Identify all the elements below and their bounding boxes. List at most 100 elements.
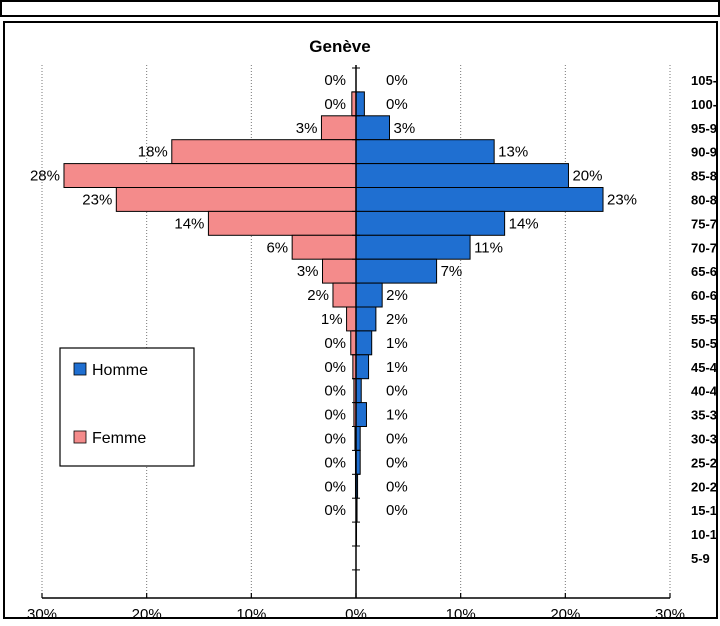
data-label-femme-13: 0% — [324, 383, 346, 400]
data-label-homme-7: 11% — [474, 239, 503, 256]
x-tick-label-4: 10% — [446, 606, 476, 621]
bar-homme-14 — [355, 402, 367, 428]
data-label-femme-15: 0% — [324, 430, 346, 447]
x-tick-label-3: 0% — [345, 606, 367, 621]
bar-femme-7 — [291, 234, 357, 260]
bar-homme-6 — [355, 210, 506, 236]
chart-title: Genève — [309, 37, 370, 56]
data-label-femme-0: 0% — [324, 72, 346, 89]
data-label-homme-5: 23% — [607, 191, 637, 208]
bar-femme-3 — [171, 139, 357, 165]
category-label-7: 70-7 — [691, 240, 717, 255]
x-tick-label-5: 20% — [550, 606, 580, 621]
data-label-femme-10: 1% — [321, 311, 343, 328]
axes: 30% 20% 10% 0% 10% 20% 30% — [27, 65, 685, 623]
category-label-5: 80-8 — [691, 192, 717, 207]
data-label-femme-4: 28% — [30, 168, 60, 185]
data-label-femme-9: 2% — [307, 287, 329, 304]
category-label-9: 60-6 — [691, 288, 717, 303]
bar-homme-1 — [355, 91, 365, 117]
data-label-femme-16: 0% — [324, 454, 346, 471]
category-label-10: 55-5 — [691, 312, 717, 327]
data-label-homme-18: 0% — [386, 502, 408, 519]
data-label-femme-17: 0% — [324, 478, 346, 495]
category-label-16: 25-2 — [691, 455, 717, 470]
category-label-19: 10-1 — [691, 527, 717, 542]
category-label-13: 40-4 — [691, 384, 718, 399]
bar-homme-11 — [355, 330, 373, 356]
bar-femme-11 — [350, 330, 357, 356]
bar-femme-9 — [332, 282, 357, 308]
bar-homme-12 — [355, 354, 370, 380]
bar-femme-8 — [322, 258, 357, 284]
legend-swatch-homme — [73, 362, 87, 376]
bars — [63, 91, 604, 547]
data-label-femme-2: 3% — [296, 120, 318, 137]
category-label-17: 20-2 — [691, 479, 717, 494]
bar-homme-2 — [355, 115, 390, 141]
data-label-homme-6: 14% — [509, 215, 539, 232]
data-label-femme-3: 18% — [138, 144, 168, 161]
data-label-femme-5: 23% — [82, 191, 112, 208]
data-label-homme-1: 0% — [386, 96, 408, 113]
bar-homme-13 — [355, 378, 362, 404]
bar-femme-10 — [346, 306, 357, 332]
x-tick-label-0: 30% — [27, 606, 57, 621]
category-label-0: 105- — [691, 73, 717, 88]
data-label-homme-13: 0% — [386, 383, 408, 400]
data-label-femme-11: 0% — [324, 335, 346, 352]
bar-homme-4 — [355, 163, 569, 189]
grid-lines — [41, 65, 671, 598]
data-label-homme-4: 20% — [572, 168, 602, 185]
data-labels: 105- 0% 0% 100- 0% 0% 95-9 3% 3% 90-9 13% 18% 85-8 20… — [30, 72, 718, 566]
legend-label-femme: Femme — [92, 430, 146, 447]
legend-swatch-femme — [73, 430, 87, 444]
data-label-homme-15: 0% — [386, 430, 408, 447]
category-label-1: 100- — [691, 97, 717, 112]
category-label-6: 75-7 — [691, 216, 717, 231]
data-label-homme-12: 1% — [386, 359, 408, 376]
data-label-homme-17: 0% — [386, 478, 408, 495]
bar-homme-10 — [355, 306, 377, 332]
data-label-homme-3: 13% — [498, 144, 528, 161]
category-label-2: 95-9 — [691, 121, 717, 136]
data-label-homme-16: 0% — [386, 454, 408, 471]
data-label-femme-1: 0% — [324, 96, 346, 113]
category-label-4: 85-8 — [691, 169, 717, 184]
bar-homme-9 — [355, 282, 383, 308]
category-label-11: 50-5 — [691, 336, 717, 351]
data-label-homme-11: 1% — [386, 335, 408, 352]
data-label-homme-0: 0% — [386, 72, 408, 89]
category-label-3: 90-9 — [691, 145, 717, 160]
data-label-homme-9: 2% — [386, 287, 408, 304]
category-label-12: 45-4 — [691, 360, 718, 375]
bar-homme-8 — [355, 258, 438, 284]
data-label-homme-10: 2% — [386, 311, 408, 328]
bar-homme-3 — [355, 139, 495, 165]
data-label-femme-12: 0% — [324, 359, 346, 376]
top-strip — [0, 0, 720, 17]
category-label-20: 5-9 — [691, 551, 710, 566]
bar-homme-7 — [355, 234, 471, 260]
category-label-8: 65-6 — [691, 264, 717, 279]
data-label-homme-8: 7% — [441, 263, 463, 280]
data-label-femme-7: 6% — [266, 239, 288, 256]
category-label-18: 15-1 — [691, 503, 717, 518]
bar-homme-5 — [355, 187, 604, 212]
legend: Homme Femme — [59, 347, 195, 467]
data-label-femme-8: 3% — [297, 263, 319, 280]
data-label-femme-14: 0% — [324, 407, 346, 424]
bar-femme-2 — [320, 115, 357, 141]
bar-femme-6 — [207, 210, 357, 236]
data-label-homme-14: 1% — [386, 407, 408, 424]
category-label-14: 35-3 — [691, 408, 717, 423]
x-tick-label-6: 30% — [655, 606, 685, 621]
legend-label-homme: Homme — [92, 362, 148, 379]
data-label-femme-18: 0% — [324, 502, 346, 519]
x-tick-label-2: 10% — [236, 606, 266, 621]
x-tick-label-1: 20% — [132, 606, 162, 621]
data-label-femme-6: 14% — [174, 215, 204, 232]
category-label-15: 30-3 — [691, 431, 717, 446]
